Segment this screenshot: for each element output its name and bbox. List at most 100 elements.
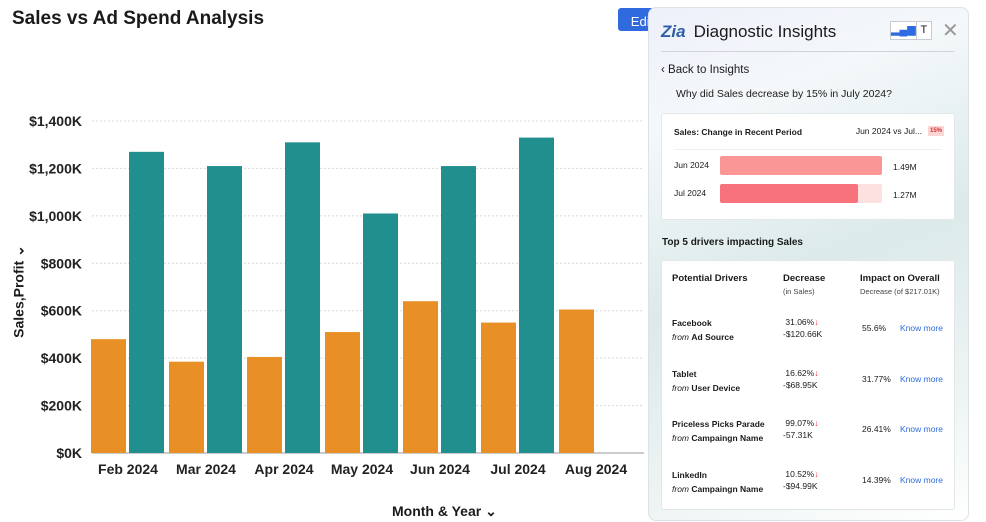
period-bar <box>720 156 882 175</box>
bar[interactable] <box>169 361 204 453</box>
decrease-cell: 99.07%↓ -57.31K <box>783 417 818 441</box>
driver-name: LinkedIn <box>672 469 707 480</box>
know-more-link[interactable]: Know more <box>900 474 943 485</box>
diagnostic-insights-panel: Zia Diagnostic Insights ▂▄▆ T ✕ ‹ Back to … <box>648 7 969 521</box>
text-view-icon[interactable]: T <box>920 24 928 36</box>
arrow-down-icon: ↓ <box>814 367 819 378</box>
bar[interactable] <box>559 309 594 453</box>
x-tick-label: Apr 2024 <box>254 461 313 477</box>
from-label: from <box>672 433 689 443</box>
page-title: Sales vs Ad Spend Analysis <box>12 8 265 29</box>
y-tick-label: $200K <box>41 398 82 414</box>
decrease-amount: -$120.66K <box>783 329 823 339</box>
close-icon[interactable]: ✕ <box>942 20 959 42</box>
y-tick-label: $400K <box>41 350 82 366</box>
divider <box>661 51 954 52</box>
from-label: from <box>672 483 689 494</box>
chevron-down-icon: ⌄ <box>485 503 497 519</box>
impact-value: 55.6% <box>862 323 887 333</box>
bar[interactable] <box>247 356 282 453</box>
y-tick-label: $1,400K <box>29 113 82 129</box>
decrease-cell: 16.62%↓ -$68.95K <box>783 367 818 391</box>
y-axis-label[interactable]: Sales,Profit ⌄ <box>11 237 28 347</box>
y-tick-label: $800K <box>41 255 82 271</box>
chart-view-icon[interactable]: ▂▄▆ <box>891 22 917 39</box>
col-subheader-impact: Decrease (of $217.01K) <box>860 287 940 296</box>
decrease-pct: 16.62% <box>785 367 815 378</box>
x-tick-label: Aug 2024 <box>565 461 627 477</box>
bar[interactable] <box>519 137 554 453</box>
zia-logo-icon: Zia <box>661 22 686 41</box>
col-subheader-decrease: (in Sales) <box>783 287 815 296</box>
bar[interactable] <box>207 166 242 454</box>
driver-row: Priceless Picks Parade from Campaingn Nam… <box>662 417 954 457</box>
driver-row: Facebook from Ad Source 31.06%↓ -$120.66K … <box>662 316 954 356</box>
insight-question: Why did Sales decrease by 15% in July 20… <box>676 88 892 100</box>
x-tick-label: Jul 2024 <box>490 461 545 477</box>
y-tick-label: $1,000K <box>29 208 82 224</box>
x-tick-label: Jun 2024 <box>410 461 470 477</box>
x-axis-label[interactable]: Month & Year ⌄ <box>392 503 497 520</box>
change-title: Sales: Change in Recent Period <box>674 127 803 137</box>
bar[interactable] <box>403 301 438 453</box>
know-more-link[interactable]: Know more <box>900 424 943 434</box>
driver-name: Priceless Picks Parade <box>672 419 765 429</box>
drivers-table: Potential Drivers Decrease (in Sales) Im… <box>661 260 955 510</box>
x-tick-label: Mar 2024 <box>176 461 236 477</box>
bar[interactable] <box>285 142 320 454</box>
change-range: Jun 2024 vs Jul... <box>855 126 922 136</box>
arrow-down-icon: ↓ <box>814 317 819 327</box>
decrease-amount: -$94.99K <box>783 480 818 491</box>
decrease-amount: -$68.95K <box>783 379 818 390</box>
period-bar <box>720 184 858 203</box>
period-label: Jun 2024 <box>674 160 709 170</box>
decrease-cell: 31.06%↓ -$120.66K <box>783 316 822 340</box>
x-tick-label: May 2024 <box>331 461 393 477</box>
driver-name: Facebook <box>672 318 712 328</box>
panel-title: Diagnostic Insights <box>693 22 837 41</box>
x-axis-label-text: Month & Year <box>392 503 482 519</box>
chevron-down-icon: ⌄ <box>10 245 27 257</box>
driver-name-cell: LinkedIn from Campaingn Name <box>672 468 763 496</box>
impact-value: 31.77% <box>862 373 891 384</box>
chevron-left-icon: ‹ <box>661 64 665 76</box>
driver-source: User Device <box>691 382 741 393</box>
period-label: Jul 2024 <box>674 188 707 198</box>
bar[interactable] <box>441 166 476 454</box>
bar[interactable] <box>325 332 360 453</box>
bar[interactable] <box>129 151 164 454</box>
col-header-decrease: Decrease <box>783 273 826 284</box>
back-label: Back to Insights <box>668 64 750 76</box>
decrease-pct: 31.06% <box>785 317 815 327</box>
decrease-cell: 10.52%↓ -$94.99K <box>783 468 818 492</box>
from-label: from <box>672 332 689 342</box>
change-card: Sales: Change in Recent Period Jun 2024 … <box>661 113 955 220</box>
change-badge: 15% <box>927 126 944 136</box>
decrease-pct: 10.52% <box>785 468 815 479</box>
know-more-link[interactable]: Know more <box>900 323 943 333</box>
driver-name-cell: Priceless Picks Parade from Campaingn Nam… <box>672 417 765 445</box>
period-value: 1.27M <box>893 190 917 200</box>
x-tick-label: Feb 2024 <box>98 461 158 477</box>
arrow-down-icon: ↓ <box>814 418 819 428</box>
impact-value: 26.41% <box>862 424 891 434</box>
period-value: 1.49M <box>893 162 917 172</box>
back-to-insights-link[interactable]: ‹ Back to Insights <box>661 64 749 76</box>
from-label: from <box>672 382 689 393</box>
driver-name-cell: Facebook from Ad Source <box>672 316 734 344</box>
impact-value: 14.39% <box>862 474 891 485</box>
know-more-link[interactable]: Know more <box>900 373 943 384</box>
drivers-title: Top 5 drivers impacting Sales <box>662 237 803 248</box>
driver-row: Tablet from User Device 16.62%↓ -$68.95K 3… <box>662 367 954 407</box>
bar[interactable] <box>481 322 516 453</box>
view-toggle[interactable]: ▂▄▆ T <box>890 21 932 40</box>
y-tick-label: $1,200K <box>29 160 82 176</box>
col-header-drivers: Potential Drivers <box>672 273 748 284</box>
bar[interactable] <box>363 213 398 453</box>
decrease-pct: 99.07% <box>785 418 815 428</box>
arrow-down-icon: ↓ <box>814 468 819 479</box>
driver-source: Campaingn Name <box>691 483 764 494</box>
y-tick-label: $0K <box>56 445 82 461</box>
driver-row: LinkedIn from Campaingn Name 10.52%↓ -$94.… <box>662 468 954 508</box>
bar[interactable] <box>91 339 126 453</box>
